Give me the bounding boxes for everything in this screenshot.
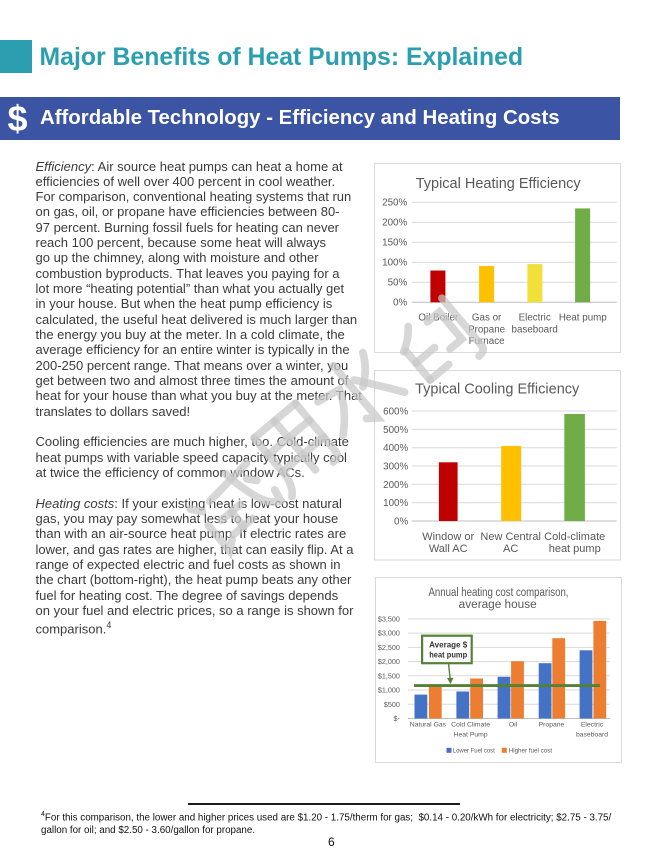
svg-text:$500: $500 xyxy=(384,700,400,709)
svg-text:Propane: Propane xyxy=(539,722,565,729)
svg-text:100%: 100% xyxy=(382,257,407,268)
svg-text:Annual heating cost comparison: Annual heating cost comparison, xyxy=(429,587,569,599)
svg-text:250%: 250% xyxy=(382,197,407,208)
svg-text:$3,000: $3,000 xyxy=(378,629,400,638)
svg-text:$1,000: $1,000 xyxy=(378,686,400,695)
svg-text:New Central: New Central xyxy=(480,531,541,543)
svg-text:600%: 600% xyxy=(383,407,408,418)
svg-text:Heat Pump: Heat Pump xyxy=(454,732,488,739)
svg-text:300%: 300% xyxy=(383,462,408,473)
svg-text:baseboard: baseboard xyxy=(576,732,608,739)
svg-text:baseboard: baseboard xyxy=(512,324,558,335)
svg-text:$3,500: $3,500 xyxy=(378,614,400,623)
svg-text:$2,000: $2,000 xyxy=(378,657,400,666)
svg-text:heat pump: heat pump xyxy=(549,543,601,555)
svg-text:Electric: Electric xyxy=(581,722,604,729)
svg-text:Window or: Window or xyxy=(422,531,474,543)
svg-text:$-: $- xyxy=(393,714,400,723)
svg-text:Natural Gas: Natural Gas xyxy=(410,722,447,729)
svg-text:Average $: Average $ xyxy=(429,641,468,650)
svg-text:Higher fuel cost: Higher fuel cost xyxy=(509,748,552,755)
svg-text:Cold Climate: Cold Climate xyxy=(451,722,490,729)
svg-text:Gas or: Gas or xyxy=(472,312,502,323)
svg-text:100%: 100% xyxy=(383,498,408,509)
svg-text:$2,500: $2,500 xyxy=(378,643,400,652)
svg-text:Electric: Electric xyxy=(519,312,551,323)
svg-text:Typical Heating Efficiency: Typical Heating Efficiency xyxy=(416,175,582,191)
svg-text:0%: 0% xyxy=(394,517,408,528)
svg-text:Furnace: Furnace xyxy=(469,336,505,347)
svg-text:Oil Boiler: Oil Boiler xyxy=(418,312,458,323)
svg-text:200%: 200% xyxy=(383,480,408,491)
svg-text:Typical Cooling Efficiency: Typical Cooling Efficiency xyxy=(415,381,580,397)
svg-text:200%: 200% xyxy=(382,217,407,228)
svg-text:$1,500: $1,500 xyxy=(378,671,400,680)
svg-text:50%: 50% xyxy=(388,277,408,288)
svg-text:Oil: Oil xyxy=(509,722,518,729)
svg-text:Propane: Propane xyxy=(468,324,506,335)
svg-text:Wall AC: Wall AC xyxy=(429,543,468,555)
svg-text:AC: AC xyxy=(503,543,518,555)
svg-text:500%: 500% xyxy=(383,425,408,436)
svg-text:0%: 0% xyxy=(393,297,407,308)
svg-text:average house: average house xyxy=(459,599,537,611)
svg-text:400%: 400% xyxy=(383,443,408,454)
svg-text:Lower Fuel cost: Lower Fuel cost xyxy=(453,748,495,755)
svg-text:Cold-climate: Cold-climate xyxy=(544,531,605,543)
svg-text:150%: 150% xyxy=(382,237,407,248)
svg-text:Heat pump: Heat pump xyxy=(559,312,607,323)
svg-text:heat pump: heat pump xyxy=(429,651,467,660)
